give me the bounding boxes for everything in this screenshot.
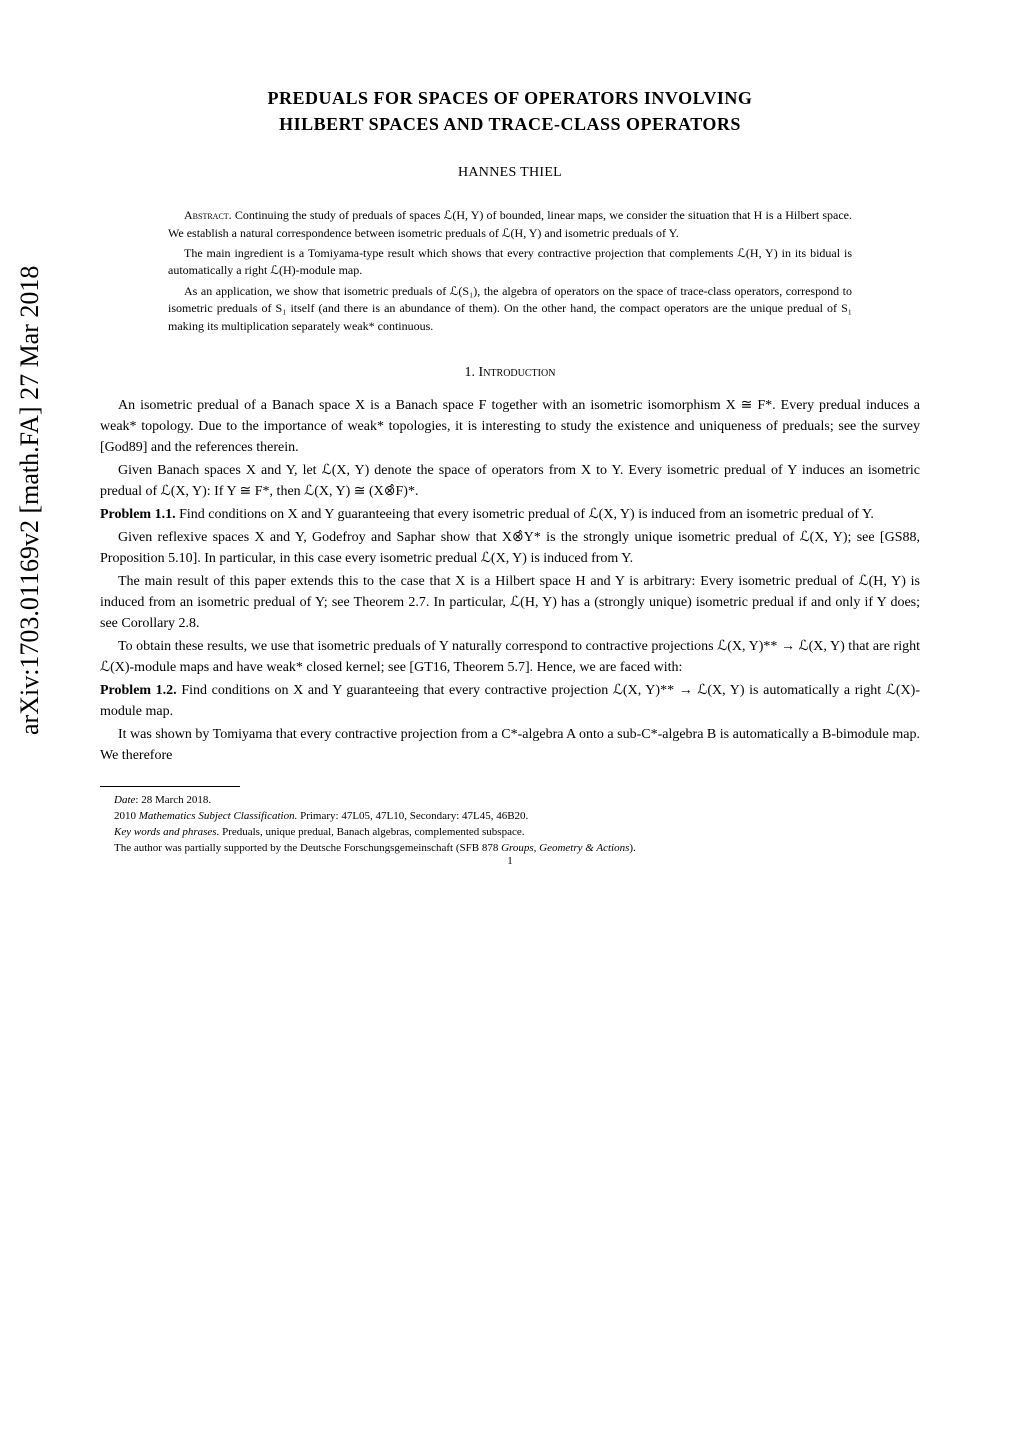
after-p11-p1: Given reflexive spaces X and Y, Godefroy…	[100, 527, 920, 569]
page-content: PREDUALS FOR SPACES OF OPERATORS INVOLVI…	[60, 0, 1020, 1443]
footnote-date-label: Date	[114, 794, 135, 806]
footnote-support-post: ).	[629, 842, 635, 854]
footnote-msc: 2010 Mathematics Subject Classification.…	[100, 809, 920, 825]
abstract-p2: The main ingredient is a Tomiyama-type r…	[168, 245, 852, 280]
footnote-keywords: Key words and phrases. Preduals, unique …	[100, 825, 920, 841]
problem-1-2-text: Find conditions on X and Y guaranteeing …	[100, 683, 920, 719]
intro-p1: An isometric predual of a Banach space X…	[100, 395, 920, 458]
footnote-support-italic: Groups, Geometry & Actions	[501, 842, 629, 854]
footnote-keywords-label: Key words and phrases.	[114, 826, 219, 838]
arxiv-sidebar: arXiv:1703.01169v2 [math.FA] 27 Mar 2018	[0, 0, 60, 1443]
footnotes: Date: 28 March 2018. 2010 Mathematics Su…	[100, 793, 920, 857]
abstract-p1-text: Continuing the study of preduals of spac…	[168, 208, 852, 239]
footnote-date: Date: 28 March 2018.	[100, 793, 920, 809]
section-1-heading: 1. Introduction	[100, 365, 920, 381]
section-1-number: 1.	[465, 365, 476, 380]
intro-p2: Given Banach spaces X and Y, let ℒ(X, Y)…	[100, 460, 920, 502]
after-p11-p2: The main result of this paper extends th…	[100, 571, 920, 634]
problem-1-1-text: Find conditions on X and Y guaranteeing …	[179, 507, 874, 522]
footnote-keywords-text: Preduals, unique predual, Banach algebra…	[222, 826, 524, 838]
footnote-support-pre: The author was partially supported by th…	[114, 842, 501, 854]
abstract-p1: Abstract. Continuing the study of predua…	[168, 207, 852, 242]
arxiv-identifier: arXiv:1703.01169v2 [math.FA] 27 Mar 2018	[15, 266, 45, 735]
footnote-date-text: : 28 March 2018.	[135, 794, 211, 806]
body-text: An isometric predual of a Banach space X…	[100, 395, 920, 766]
title-block: PREDUALS FOR SPACES OF OPERATORS INVOLVI…	[100, 85, 920, 137]
abstract-block: Abstract. Continuing the study of predua…	[168, 207, 852, 335]
footnote-msc-year: 2010	[114, 810, 139, 822]
problem-1-1-label: Problem 1.1.	[100, 507, 176, 522]
paper-title-line2: HILBERT SPACES AND TRACE-CLASS OPERATORS	[100, 111, 920, 137]
footnote-rule	[100, 786, 240, 787]
paper-title-line1: PREDUALS FOR SPACES OF OPERATORS INVOLVI…	[100, 85, 920, 111]
author-name: HANNES THIEL	[100, 165, 920, 181]
after-p12-p1: It was shown by Tomiyama that every cont…	[100, 724, 920, 766]
problem-1-1: Problem 1.1. Find conditions on X and Y …	[100, 504, 920, 525]
section-1-title: Introduction	[479, 365, 556, 380]
problem-1-2-label: Problem 1.2.	[100, 683, 177, 698]
abstract-p3: As an application, we show that isometri…	[168, 283, 852, 335]
footnote-msc-label: Mathematics Subject Classification.	[139, 810, 298, 822]
problem-1-2: Problem 1.2. Find conditions on X and Y …	[100, 680, 920, 722]
footnote-msc-text: Primary: 47L05, 47L10, Secondary: 47L45,…	[300, 810, 528, 822]
after-p11-p3: To obtain these results, we use that iso…	[100, 636, 920, 678]
abstract-label: Abstract.	[184, 208, 232, 222]
